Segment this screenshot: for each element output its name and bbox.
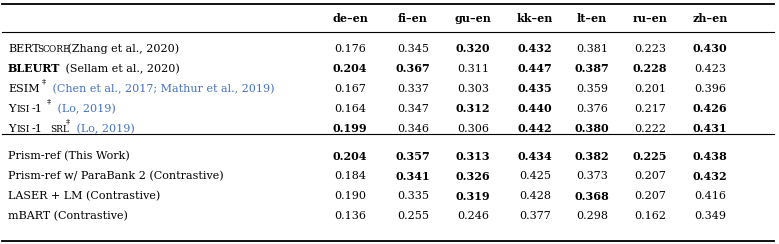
Text: Y: Y — [8, 124, 16, 134]
Text: -1: -1 — [32, 104, 43, 114]
Text: 0.303: 0.303 — [457, 84, 489, 94]
Text: 0.246: 0.246 — [457, 211, 489, 221]
Text: 0.326: 0.326 — [456, 171, 490, 182]
Text: mBART (Contrastive): mBART (Contrastive) — [8, 211, 128, 221]
Text: 0.382: 0.382 — [575, 151, 609, 162]
Text: Prism-ref (This Work): Prism-ref (This Work) — [8, 151, 130, 161]
Text: SRL: SRL — [51, 124, 69, 133]
Text: (Lo, 2019): (Lo, 2019) — [54, 104, 116, 114]
Text: 0.380: 0.380 — [575, 123, 609, 134]
Text: 0.167: 0.167 — [334, 84, 366, 94]
Text: 0.349: 0.349 — [694, 211, 726, 221]
Text: 0.438: 0.438 — [693, 151, 728, 162]
Text: 0.442: 0.442 — [518, 123, 552, 134]
Text: 0.346: 0.346 — [397, 124, 429, 134]
Text: -1_: -1_ — [32, 124, 48, 134]
Text: 0.428: 0.428 — [519, 191, 551, 201]
Text: 0.381: 0.381 — [576, 44, 608, 54]
Text: BERT: BERT — [8, 44, 40, 54]
Text: ‡: ‡ — [66, 118, 70, 126]
Text: 0.387: 0.387 — [575, 63, 609, 74]
Text: 0.204: 0.204 — [333, 63, 367, 74]
Text: (Zhang et al., 2020): (Zhang et al., 2020) — [64, 44, 178, 54]
Text: (Sellam et al., 2020): (Sellam et al., 2020) — [62, 64, 180, 74]
Text: 0.367: 0.367 — [396, 63, 430, 74]
Text: ru–en: ru–en — [633, 12, 668, 23]
Text: ‡: ‡ — [47, 98, 51, 106]
Text: ‡: ‡ — [42, 78, 46, 86]
Text: 0.306: 0.306 — [457, 124, 489, 134]
Text: fi–en: fi–en — [398, 12, 428, 23]
Text: 0.207: 0.207 — [634, 191, 666, 201]
Text: de–en: de–en — [332, 12, 368, 23]
Text: 0.435: 0.435 — [517, 83, 552, 94]
Text: 0.440: 0.440 — [518, 103, 552, 114]
Text: 0.341: 0.341 — [396, 171, 430, 182]
Text: 0.298: 0.298 — [576, 211, 608, 221]
Text: 0.368: 0.368 — [575, 191, 609, 202]
Text: zh–en: zh–en — [693, 12, 728, 23]
Text: 0.426: 0.426 — [693, 103, 728, 114]
Text: 0.312: 0.312 — [456, 103, 490, 114]
Text: 0.434: 0.434 — [517, 151, 552, 162]
Text: 0.335: 0.335 — [397, 191, 429, 201]
Text: 0.345: 0.345 — [397, 44, 429, 54]
Text: CORE: CORE — [43, 44, 70, 53]
Text: Y: Y — [8, 104, 16, 114]
Text: Prism-ref w/ ParaBank 2 (Contrastive): Prism-ref w/ ParaBank 2 (Contrastive) — [8, 171, 224, 181]
Text: (Lo, 2019): (Lo, 2019) — [73, 124, 135, 134]
Text: 0.201: 0.201 — [634, 84, 666, 94]
Text: 0.136: 0.136 — [334, 211, 366, 221]
Text: 0.432: 0.432 — [693, 171, 728, 182]
Text: 0.416: 0.416 — [694, 191, 726, 201]
Text: BLEURT: BLEURT — [8, 63, 61, 74]
Text: 0.430: 0.430 — [693, 43, 728, 54]
Text: 0.228: 0.228 — [633, 63, 668, 74]
Text: 0.164: 0.164 — [334, 104, 366, 114]
Text: 0.199: 0.199 — [333, 123, 368, 134]
Text: ISI: ISI — [16, 124, 30, 133]
Text: ISI: ISI — [16, 104, 30, 113]
Text: 0.176: 0.176 — [334, 44, 366, 54]
Text: 0.376: 0.376 — [576, 104, 608, 114]
Text: 0.207: 0.207 — [634, 171, 666, 181]
Text: 0.432: 0.432 — [518, 43, 552, 54]
Text: 0.190: 0.190 — [334, 191, 366, 201]
Text: kk–en: kk–en — [516, 12, 553, 23]
Text: lt–en: lt–en — [577, 12, 607, 23]
Text: 0.373: 0.373 — [576, 171, 608, 181]
Text: LASER + LM (Contrastive): LASER + LM (Contrastive) — [8, 191, 160, 201]
Text: S: S — [37, 44, 44, 53]
Text: 0.447: 0.447 — [517, 63, 552, 74]
Text: 0.347: 0.347 — [397, 104, 429, 114]
Text: 0.319: 0.319 — [456, 191, 490, 202]
Text: 0.320: 0.320 — [456, 43, 490, 54]
Text: 0.255: 0.255 — [397, 211, 429, 221]
Text: (Chen et al., 2017; Mathur et al., 2019): (Chen et al., 2017; Mathur et al., 2019) — [49, 84, 274, 94]
Text: 0.357: 0.357 — [396, 151, 430, 162]
Text: 0.431: 0.431 — [693, 123, 728, 134]
Text: 0.377: 0.377 — [519, 211, 551, 221]
Text: gu–en: gu–en — [455, 12, 492, 23]
Text: 0.222: 0.222 — [634, 124, 666, 134]
Text: 0.425: 0.425 — [519, 171, 551, 181]
Text: 0.311: 0.311 — [457, 64, 489, 74]
Text: 0.359: 0.359 — [576, 84, 608, 94]
Text: 0.204: 0.204 — [333, 151, 367, 162]
Text: 0.423: 0.423 — [694, 64, 726, 74]
Text: 0.223: 0.223 — [634, 44, 666, 54]
Text: 0.225: 0.225 — [633, 151, 668, 162]
Text: 0.184: 0.184 — [334, 171, 366, 181]
Text: ESIM: ESIM — [8, 84, 40, 94]
Text: 0.337: 0.337 — [397, 84, 429, 94]
Text: 0.217: 0.217 — [634, 104, 666, 114]
Text: 0.162: 0.162 — [634, 211, 666, 221]
Text: 0.396: 0.396 — [694, 84, 726, 94]
Text: 0.313: 0.313 — [456, 151, 490, 162]
